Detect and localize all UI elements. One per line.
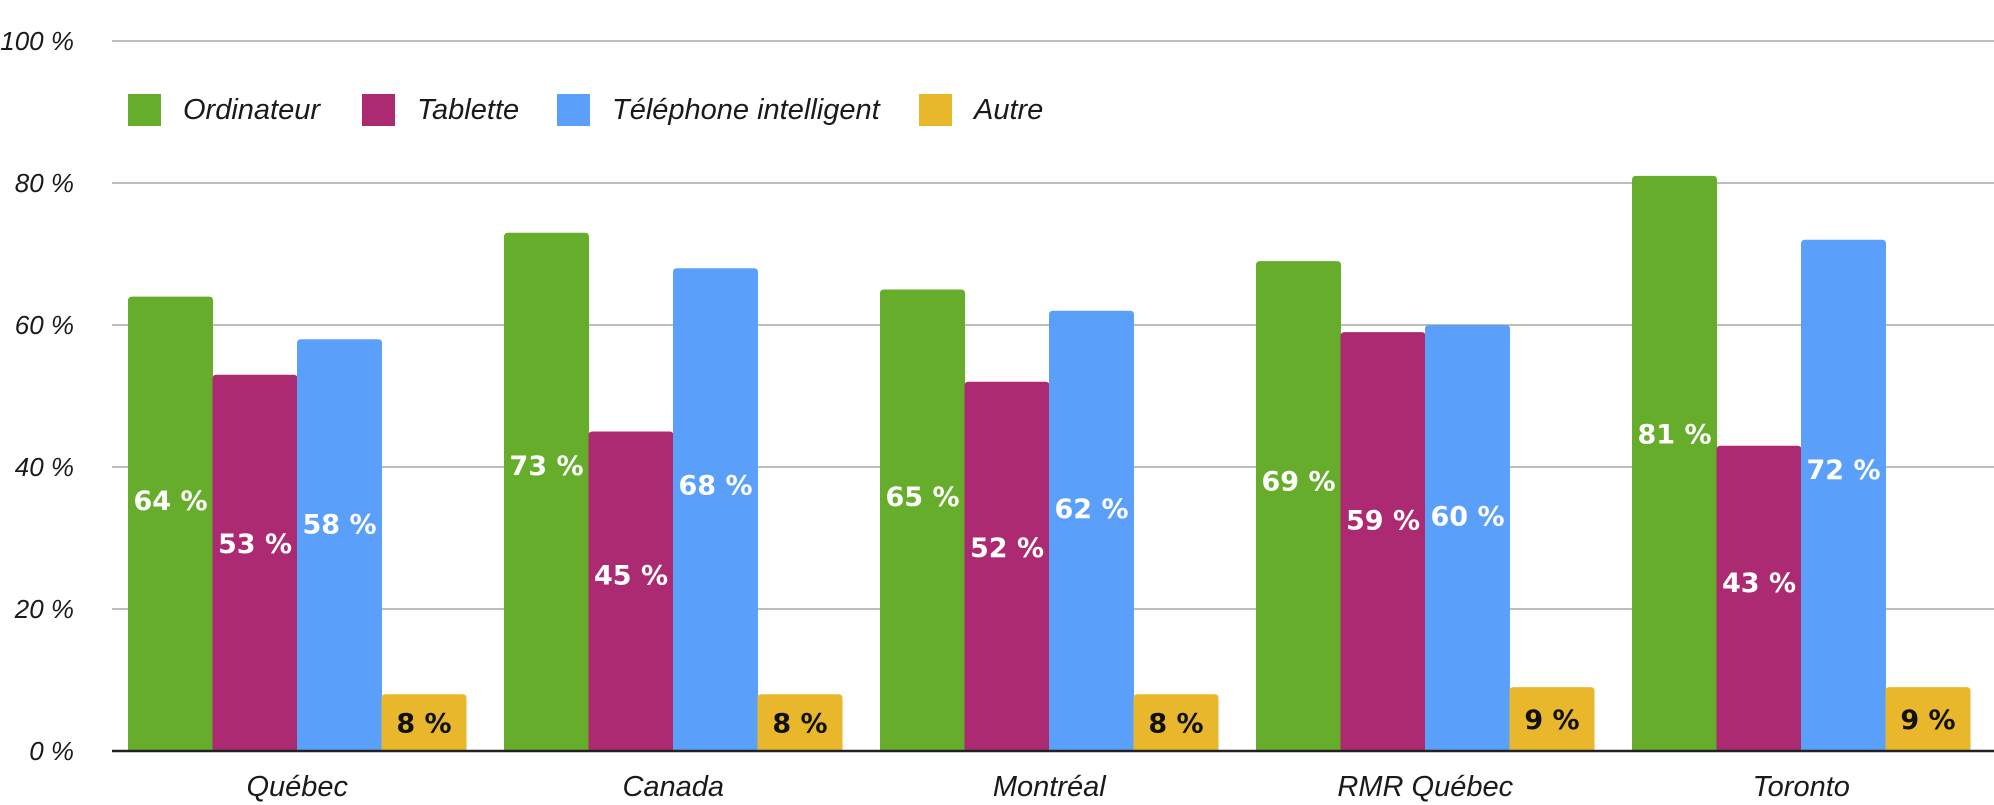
data-label: 73 %: [509, 451, 583, 482]
bar-tablette-canada: [588, 431, 674, 751]
bar-ordinateur-toronto: [1632, 175, 1717, 751]
bars: [128, 175, 1971, 752]
bar-t-l-phone-intelligent-qu-bec: [297, 339, 382, 751]
data-label: 9 %: [1900, 705, 1955, 736]
data-label: 59 %: [1346, 506, 1420, 537]
legend-label: Tablette: [417, 94, 519, 126]
data-label: 81 %: [1637, 420, 1711, 451]
bar-t-l-phone-intelligent-rmr-qu-bec: [1425, 325, 1510, 751]
y-tick-label: 60 %: [15, 310, 74, 340]
data-label: 8 %: [1148, 709, 1203, 740]
bar-tablette-montr-al: [964, 381, 1050, 751]
data-label: 72 %: [1806, 455, 1880, 486]
bar-autre-canada: [757, 694, 843, 751]
data-label: 53 %: [218, 529, 292, 560]
legend-label: Téléphone intelligent: [612, 94, 882, 126]
data-label: 65 %: [885, 482, 959, 513]
legend-swatch: [557, 94, 590, 126]
bar-ordinateur-qu-bec: [128, 296, 213, 751]
bar-autre-toronto: [1885, 687, 1971, 751]
data-label: 64 %: [133, 486, 207, 517]
bar-tablette-rmr-qu-bec: [1340, 332, 1426, 751]
data-label: 45 %: [594, 560, 668, 591]
bar-t-l-phone-intelligent-toronto: [1801, 239, 1886, 752]
y-tick-label: 40 %: [15, 452, 74, 482]
legend-label: Ordinateur: [183, 94, 321, 126]
data-label: 52 %: [970, 533, 1044, 564]
legend-label: Autre: [972, 94, 1043, 126]
x-tick-label: RMR Québec: [1337, 771, 1513, 803]
legend: Ordinateur Tablette Téléphone intelligent A…: [128, 94, 1043, 126]
legend-swatch: [128, 94, 161, 126]
data-label: 68 %: [678, 470, 752, 501]
bar-t-l-phone-intelligent-montr-al: [1049, 310, 1134, 751]
data-label: 43 %: [1722, 568, 1796, 599]
x-tick-label: Canada: [622, 771, 724, 803]
bar-ordinateur-rmr-qu-bec: [1256, 261, 1341, 751]
data-label: 9 %: [1524, 705, 1579, 736]
data-label: 69 %: [1261, 467, 1335, 498]
y-axis-ticks: 0 % 20 % 40 % 60 % 80 % 100 %: [0, 26, 74, 766]
x-tick-label: Montréal: [993, 771, 1107, 803]
bar-autre-montr-al: [1133, 694, 1219, 751]
bar-tablette-toronto: [1716, 445, 1802, 751]
bar-tablette-qu-bec: [212, 374, 298, 751]
data-label: 8 %: [396, 709, 451, 740]
x-tick-label: Toronto: [1753, 771, 1850, 803]
data-label: 58 %: [302, 510, 376, 541]
legend-swatch: [362, 94, 395, 126]
bar-ordinateur-canada: [504, 232, 589, 751]
y-tick-label: 20 %: [14, 594, 74, 624]
bar-autre-qu-bec: [381, 694, 467, 751]
y-tick-label: 80 %: [15, 168, 74, 198]
x-tick-label: Québec: [246, 771, 348, 803]
bar-t-l-phone-intelligent-canada: [673, 268, 758, 751]
data-label: 60 %: [1430, 502, 1504, 533]
data-label: 8 %: [772, 709, 827, 740]
data-label: 62 %: [1054, 494, 1128, 525]
legend-swatch: [919, 94, 952, 126]
bar-ordinateur-montr-al: [880, 289, 965, 751]
y-tick-label: 100 %: [0, 26, 74, 56]
data-labels: 64 % 53 % 58 % 8 % 73 % 45 % 68 % 8 % 65 % 52 % 62…: [133, 420, 1955, 740]
category-labels: Québec Canada Montréal RMR Québec Toronto: [246, 771, 1849, 803]
bar-autre-rmr-qu-bec: [1509, 687, 1595, 751]
y-tick-label: 0 %: [29, 736, 74, 766]
